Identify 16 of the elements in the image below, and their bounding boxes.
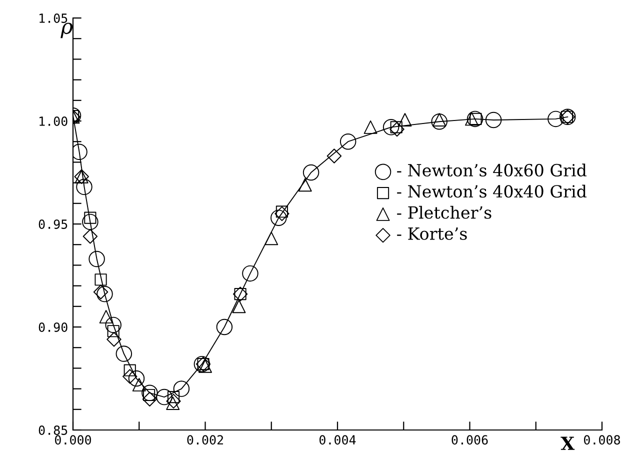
x-tick-label: 0.000 <box>55 435 92 445</box>
y-tick-label: 0.90 <box>38 322 68 332</box>
x-tick-label: 0.004 <box>320 435 356 445</box>
legend-label: - Newton’s 40x60 Grid <box>397 164 587 177</box>
legend-label: - Korte’s <box>397 228 467 240</box>
y-tick-label: 1.05 <box>40 14 68 23</box>
y-tick-label: 1.00 <box>40 116 68 126</box>
legend-label: - Pletcher’s <box>397 206 492 219</box>
y-tick-label: 0.95 <box>38 220 68 229</box>
legend-label: - Newton’s 40x40 Grid <box>397 184 587 198</box>
x-tick-label: 0.008 <box>584 435 620 445</box>
x-axis-title: X <box>560 436 575 450</box>
x-tick-label: 0.006 <box>452 435 488 445</box>
y-axis-title: ρ <box>60 22 73 38</box>
x-tick-label: 0.002 <box>187 435 223 445</box>
y-tick-label: 0.85 <box>38 426 68 435</box>
